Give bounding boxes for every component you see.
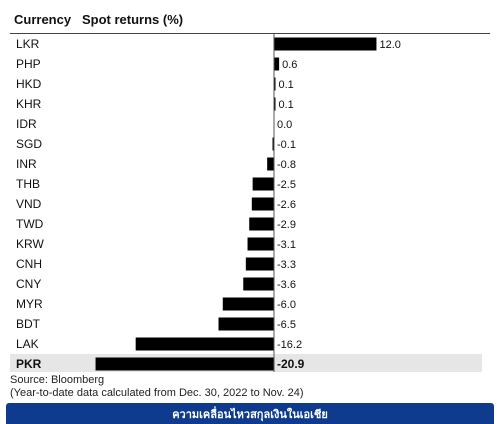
value-label: -2.5 [277,179,296,191]
category-label: KHR [16,97,42,111]
bar [247,237,274,251]
value-label: -3.1 [277,239,296,251]
bar [251,197,274,211]
chart-header: Currency Spot returns (%) [0,0,500,34]
category-label: SGD [16,137,42,151]
footer-caption: ความเคลื่อนไหวสกุลเงินในเอเชีย [172,408,328,421]
value-label: -0.1 [277,139,296,151]
currency-column-header: Currency [14,12,72,27]
category-label: TWD [16,217,44,231]
category-label: THB [16,177,40,191]
footer-caption-bar: ความเคลื่อนไหวสกุลเงินในเอเชีย [6,403,494,424]
value-label: -16.2 [277,339,302,351]
value-label: 0.0 [277,119,292,131]
value-label: -3.6 [277,279,296,291]
header-divider [10,33,490,34]
bar [135,337,274,351]
value-label: 0.1 [279,99,294,111]
category-label: IDR [16,117,37,131]
bar [274,57,280,71]
source-note: Source: Bloomberg (Year-to-date data cal… [10,374,304,400]
bar [252,177,274,191]
value-label: -0.8 [277,159,296,171]
value-label: -2.9 [277,219,296,231]
category-label: CNH [16,257,42,271]
category-label: LKR [16,37,40,51]
bar [272,137,274,151]
category-label: MYR [16,297,43,311]
bar [267,157,274,171]
bar [274,37,377,51]
category-label: KRW [16,237,44,251]
category-label: PHP [16,57,41,71]
bar [274,77,276,91]
value-label: -2.6 [277,199,296,211]
value-label: 0.1 [279,79,294,91]
bar [243,277,274,291]
bar [95,357,275,371]
value-label: -6.5 [277,319,296,331]
value-label: 0.6 [282,59,297,71]
value-label: 12.0 [379,39,400,51]
bar [274,97,276,111]
bar [218,317,274,331]
category-label: VND [16,197,42,211]
value-label: -20.9 [277,357,305,371]
bar-chart: LKR 12.0 PHP 0.6 HKD 0.1 KHR 0.1 IDR 0.0 SGD -0.1 IN… [10,34,482,372]
value-label: -3.3 [277,259,296,271]
bar [249,217,274,231]
category-label: PKR [16,357,42,371]
category-label: CNY [16,277,41,291]
category-label: LAK [16,337,39,351]
category-label: HKD [16,77,42,91]
category-label: BDT [16,317,41,331]
value-label: -6.0 [277,299,296,311]
bar [245,257,274,271]
bar [222,297,274,311]
returns-column-header: Spot returns (%) [82,12,184,27]
date-range-note: (Year-to-date data calculated from Dec. … [10,387,304,399]
source-line: Source: Bloomberg [10,374,105,386]
category-label: INR [16,157,37,171]
